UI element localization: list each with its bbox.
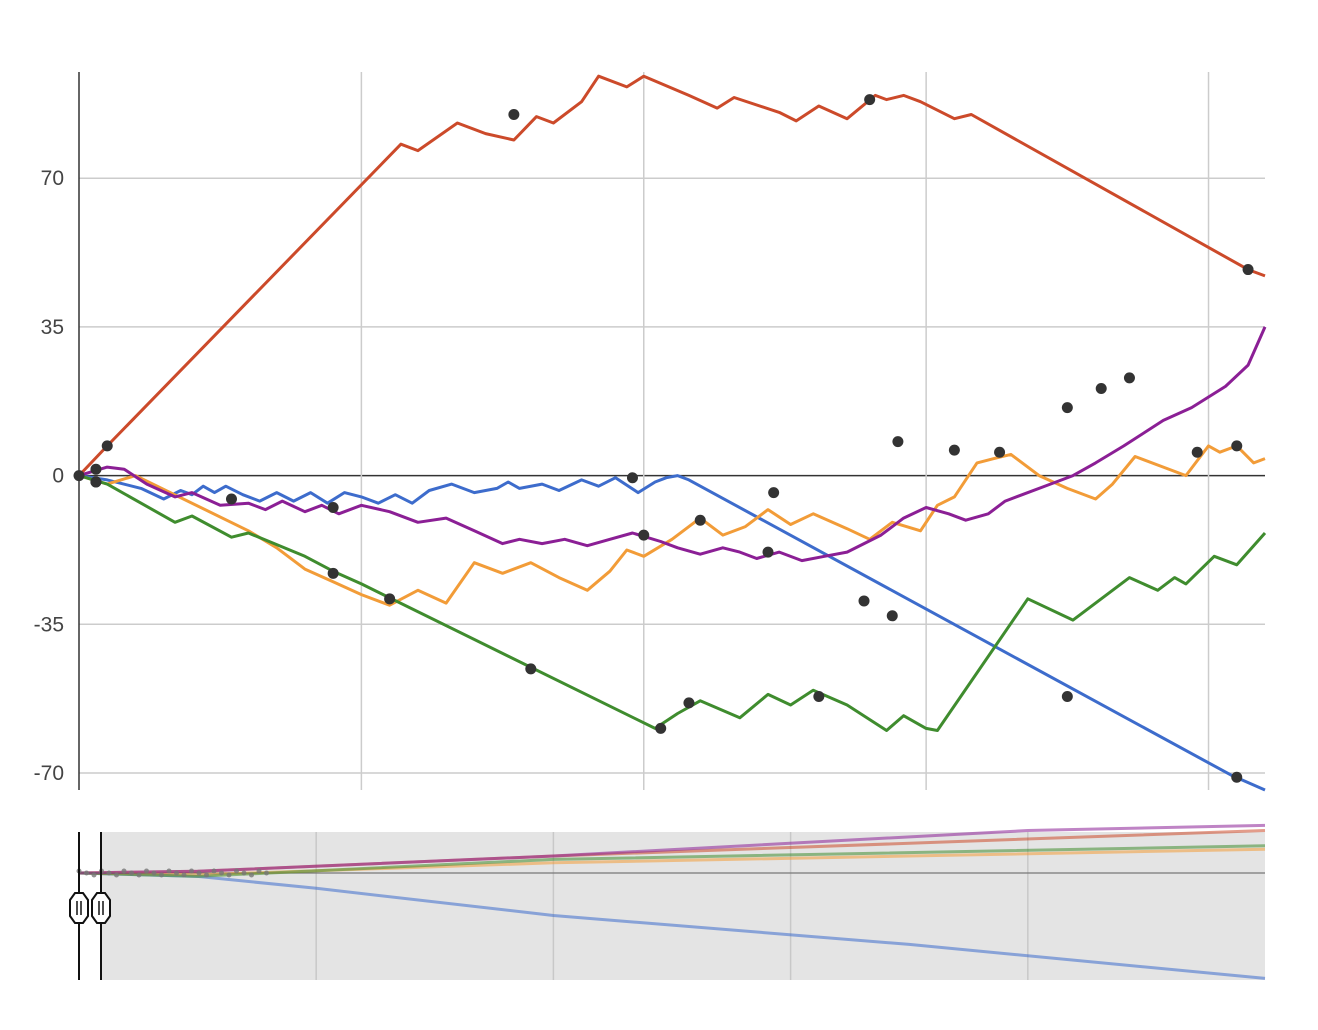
data-point-marker xyxy=(1242,264,1254,276)
data-point-marker xyxy=(1061,402,1073,414)
range-handle-right[interactable] xyxy=(91,892,111,924)
data-point-marker xyxy=(694,514,706,526)
data-point-marker xyxy=(762,546,774,558)
data-point-marker xyxy=(994,446,1006,458)
navigator-point xyxy=(151,870,157,876)
series-line-3 xyxy=(78,444,1266,607)
range-handle-left[interactable] xyxy=(69,892,89,924)
navigator-point xyxy=(211,868,217,874)
data-point-marker xyxy=(858,595,870,607)
data-point-marker xyxy=(948,444,960,456)
navigator-point xyxy=(144,868,149,874)
data-point-marker xyxy=(864,94,876,106)
series-line-2 xyxy=(78,474,1266,792)
navigator-point xyxy=(166,868,172,874)
series-line-5 xyxy=(78,326,1267,563)
data-point-marker xyxy=(1231,440,1243,452)
navigator-series-line xyxy=(78,823,1266,875)
navigator-point xyxy=(121,868,127,874)
navigator-point xyxy=(241,870,247,876)
data-point-marker xyxy=(626,472,638,484)
data-point-marker xyxy=(1191,446,1203,458)
navigator-point xyxy=(174,870,179,876)
data-point-marker xyxy=(225,493,237,505)
navigator-point xyxy=(136,872,142,878)
y-tick-label: 70 xyxy=(41,167,64,190)
data-point-marker xyxy=(73,470,85,482)
data-point-marker xyxy=(525,663,537,675)
navigator-point xyxy=(256,868,262,874)
data-point-marker xyxy=(1123,372,1135,384)
navigator-point xyxy=(129,870,134,876)
navigator-point xyxy=(114,872,119,878)
series-line-4 xyxy=(78,474,1267,732)
navigator-point xyxy=(189,868,194,874)
data-point-marker xyxy=(1231,771,1243,783)
navigator-point xyxy=(106,870,112,876)
data-point-marker xyxy=(683,697,695,709)
data-point-marker xyxy=(813,691,825,703)
navigator-point xyxy=(219,870,224,876)
navigator-point xyxy=(249,872,254,878)
data-point-marker xyxy=(655,722,667,734)
y-tick-label: -35 xyxy=(34,613,64,636)
series-lines xyxy=(77,74,1267,792)
series-line-1 xyxy=(77,74,1266,477)
data-point-marker xyxy=(508,108,520,120)
navigator-point xyxy=(181,872,187,878)
data-point-marker xyxy=(90,463,102,475)
data-point-marker xyxy=(886,610,898,622)
navigator-point xyxy=(159,872,164,878)
data-point-marker xyxy=(638,529,650,541)
y-tick-label: 0 xyxy=(52,465,64,488)
handle-grip xyxy=(69,892,89,924)
data-point-marker xyxy=(384,593,396,605)
navigator-background xyxy=(101,832,1265,980)
navigator-point xyxy=(84,870,89,876)
data-point-marker xyxy=(892,436,904,448)
y-tick-label: 35 xyxy=(41,316,64,339)
data-point-marker xyxy=(90,476,102,488)
data-point-marker xyxy=(1061,691,1073,703)
data-point-marker xyxy=(327,567,339,579)
navigator-point xyxy=(226,872,232,878)
navigator-point xyxy=(91,872,97,878)
data-point-marker xyxy=(327,501,339,513)
y-tick-label: -70 xyxy=(34,762,64,785)
y-axis-ticks: -70 -35 0 35 70 xyxy=(34,167,64,785)
range-navigator[interactable] xyxy=(69,823,1266,980)
data-point-marker xyxy=(1095,383,1107,395)
data-point-marker xyxy=(768,487,780,499)
navigator-point xyxy=(234,868,239,874)
data-point-marker xyxy=(101,440,113,452)
handle-grip xyxy=(91,892,111,924)
navigator-point xyxy=(264,870,269,876)
series-markers xyxy=(73,94,1254,783)
navigator-point xyxy=(196,870,202,876)
navigator-point xyxy=(204,872,209,878)
